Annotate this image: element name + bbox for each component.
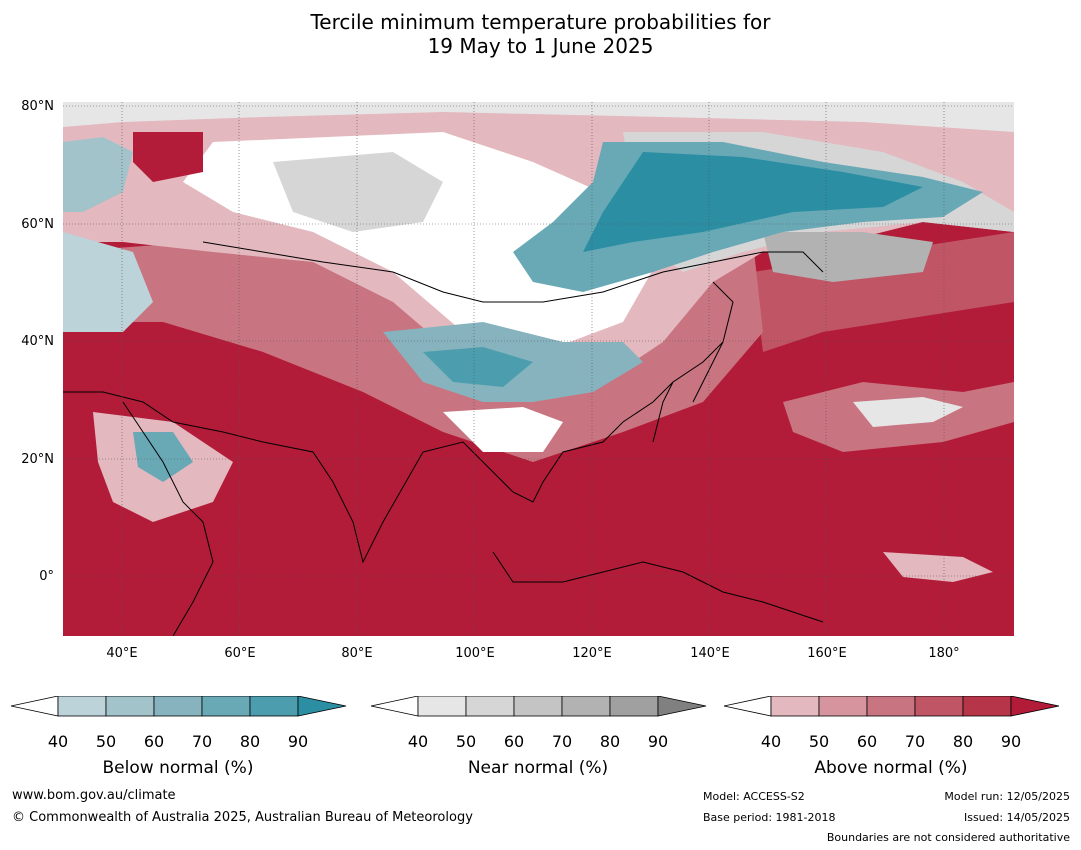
map-title: Tercile minimum temperature probabilitie… (0, 10, 1081, 58)
colorbar-above-upper-extension (1010, 696, 1060, 717)
colorbar-near-title: Near normal (%) (467, 758, 609, 778)
tick-below-40: 40 (47, 732, 69, 751)
tick-near-40: 40 (407, 732, 429, 751)
colorbar-below-upper-extension (297, 696, 347, 717)
colorbar-below-swatch-4 (249, 696, 299, 717)
europe-below-normal (63, 137, 133, 212)
footer-model: Model: ACCESS-S2 (703, 790, 805, 803)
colorbar-below-normal (10, 696, 347, 717)
coastline-east-africa (122, 401, 214, 636)
tick-below-90: 90 (287, 732, 309, 751)
map-title-line2: 19 May to 1 June 2025 (427, 34, 654, 58)
footer-issued: Issued: 14/05/2025 (963, 811, 1070, 824)
colorbar-near-swatch-3 (561, 696, 611, 717)
scandinavia-above-normal (133, 132, 203, 182)
colorbar-above-swatch-3 (914, 696, 964, 717)
colorbar-below-swatch-0 (57, 696, 107, 717)
coastlines (63, 241, 824, 636)
footer-disclaimer: Boundaries are not considered authoritat… (826, 831, 1070, 844)
tick-near-60: 60 (503, 732, 525, 751)
south-china-climatology (443, 407, 563, 452)
lon-label-180: 180° (928, 646, 960, 661)
lon-label-60e: 60°E (224, 646, 256, 661)
colorbar-below-swatches (10, 696, 347, 717)
graticule (63, 102, 1014, 636)
coastline-japan (692, 281, 734, 403)
footer-model-run: Model run: 12/05/2025 (944, 790, 1070, 803)
tick-above-50: 50 (808, 732, 830, 751)
colorbar-near-swatch-4 (609, 696, 659, 717)
colorbar-near-upper-extension (657, 696, 707, 717)
eastern-siberia-strong-below (583, 152, 923, 252)
tick-below-70: 70 (191, 732, 213, 751)
tick-near-90: 90 (647, 732, 669, 751)
kamchatka-near-normal (763, 232, 933, 282)
colorbar-below-title: Below normal (%) (102, 758, 254, 778)
colorbar-above-swatch-1 (818, 696, 868, 717)
tick-near-80: 80 (599, 732, 621, 751)
colorbar-above-swatches (723, 696, 1060, 717)
colorbar-near-normal (370, 696, 707, 717)
lon-label-40e: 40°E (106, 646, 138, 661)
lat-label-0: 0° (39, 569, 54, 584)
lat-label-20n: 20°N (21, 452, 54, 467)
eastern-europe-weak-below (63, 232, 153, 332)
colorbar-above-normal (723, 696, 1060, 717)
colorbar-below-lower-extension (10, 696, 59, 717)
lat-label-80n: 80°N (21, 99, 54, 114)
colorbar-above-swatch-2 (866, 696, 916, 717)
colorbar-above-title: Above normal (%) (814, 758, 968, 778)
central-pacific-near-normal (853, 397, 963, 427)
footer-base-period: Base period: 1981-2018 (703, 811, 836, 824)
tick-above-80: 80 (952, 732, 974, 751)
tick-above-70: 70 (904, 732, 926, 751)
tick-below-50: 50 (95, 732, 117, 751)
colorbar-below-swatch-1 (105, 696, 155, 717)
colorbar-near-swatch-0 (417, 696, 467, 717)
lat-label-40n: 40°N (21, 334, 54, 349)
colorbar-below-swatch-2 (153, 696, 203, 717)
tick-near-70: 70 (551, 732, 573, 751)
arabia-below-normal (133, 432, 193, 482)
tick-above-90: 90 (1000, 732, 1022, 751)
lon-label-120e: 120°E (572, 646, 612, 661)
lon-label-140e: 140°E (690, 646, 730, 661)
tick-below-60: 60 (143, 732, 165, 751)
arctic-near-normal (63, 102, 1014, 132)
west-siberia-near-normal (273, 152, 443, 232)
colorbar-near-lower-extension (370, 696, 419, 717)
colorbar-near-swatch-2 (513, 696, 563, 717)
equatorial-pacific-weak-above (883, 552, 993, 582)
lon-label-100e: 100°E (455, 646, 495, 661)
footer-website: www.bom.gov.au/climate (12, 788, 176, 803)
coastline-maritime-continent (492, 551, 824, 623)
northern-china-strong-below (423, 347, 533, 387)
lon-label-80e: 80°E (341, 646, 373, 661)
map-title-line1: Tercile minimum temperature probabilitie… (310, 10, 771, 34)
coastline-north-asia (202, 241, 824, 303)
coastline-taiwan (652, 381, 674, 443)
colorbar-below-swatch-3 (201, 696, 251, 717)
tick-below-80: 80 (239, 732, 261, 751)
lat-label-60n: 60°N (21, 217, 54, 232)
colorbar-near-swatches (370, 696, 707, 717)
tick-near-50: 50 (455, 732, 477, 751)
coastline-south-asia (63, 341, 724, 564)
colorbar-above-swatch-0 (770, 696, 820, 717)
colorbar-above-lower-extension (723, 696, 772, 717)
tick-above-40: 40 (760, 732, 782, 751)
colorbar-above-swatch-4 (962, 696, 1012, 717)
tick-above-60: 60 (856, 732, 878, 751)
lon-label-160e: 160°E (807, 646, 847, 661)
probability-map (63, 102, 1014, 636)
colorbar-near-swatch-1 (465, 696, 515, 717)
footer-copyright: © Commonwealth of Australia 2025, Austra… (12, 810, 473, 825)
